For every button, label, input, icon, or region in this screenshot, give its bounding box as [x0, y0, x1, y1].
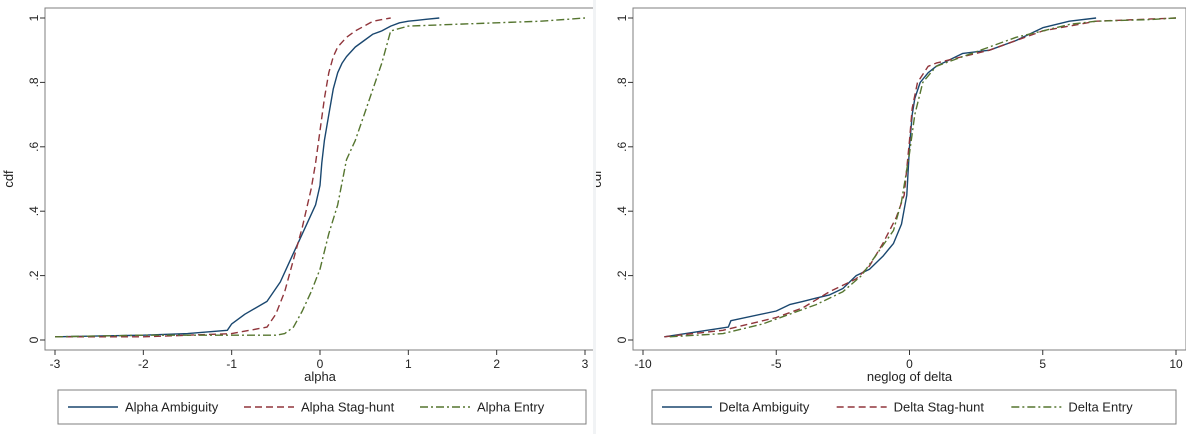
- x-tick-label: 2: [493, 357, 500, 371]
- y-tick-label: .2: [27, 270, 41, 280]
- x-tick-label: 3: [582, 357, 589, 371]
- y-tick-label: .8: [615, 77, 629, 87]
- legend-box: [57, 389, 587, 425]
- y-tick-label: .6: [615, 141, 629, 151]
- legend-label: Delta Ambiguity: [719, 399, 810, 414]
- series-line-delta-ambiguity: [664, 17, 1097, 338]
- y-axis-title: cdf: [596, 170, 604, 188]
- chart-panel-alpha: -3 -2 -1 0 1 2 3 0 .2 .4 .6 .8 1 alpha cdf Alpha Ambigu…: [0, 0, 596, 434]
- y-tick-label: .2: [615, 270, 629, 280]
- x-tick-label: 1: [405, 357, 412, 371]
- y-tick-label: .4: [615, 206, 629, 216]
- x-axis-title: alpha: [304, 369, 337, 384]
- legend-label: Alpha Stag-hunt: [301, 399, 395, 414]
- series-line-delta-entry: [669, 17, 1177, 338]
- plot-area-frame: [632, 7, 1186, 351]
- chart-panel-delta: -10 -5 0 5 10 0 .2 .4 .6 .8 1 neglog of delta cdf Del…: [589, 0, 1186, 434]
- series-line-alpha-ambiguity: [54, 17, 440, 338]
- x-tick-label: -1: [226, 357, 237, 371]
- y-tick-label: .6: [27, 141, 41, 151]
- series-line-alpha-stag-hunt: [55, 17, 391, 338]
- chart-alpha-cdf: -3 -2 -1 0 1 2 3 0 .2 .4 .6 .8 1 alpha cdf Alpha Ambigu…: [1, 7, 596, 425]
- panel-divider: [593, 0, 596, 434]
- x-tick-label: 0: [317, 357, 324, 371]
- y-tick-label: 1: [27, 14, 41, 21]
- x-tick-label: -2: [138, 357, 149, 371]
- x-tick-label: 0: [906, 357, 913, 371]
- y-tick-label: .4: [27, 206, 41, 216]
- x-tick-label: -5: [771, 357, 782, 371]
- x-axis-title: neglog of delta: [867, 369, 953, 384]
- y-axis-title: cdf: [1, 170, 16, 188]
- y-tick-label: 1: [615, 14, 629, 21]
- series-line-alpha-entry: [54, 17, 586, 338]
- x-tick-label: -10: [634, 357, 652, 371]
- legend-label: Alpha Entry: [477, 399, 545, 414]
- x-tick-label: 10: [1169, 357, 1183, 371]
- legend-label: Delta Stag-hunt: [894, 399, 985, 414]
- legend-label: Alpha Ambiguity: [125, 399, 219, 414]
- legend-label: Delta Entry: [1068, 399, 1133, 414]
- x-tick-label: -3: [50, 357, 61, 371]
- x-tick-label: 5: [1039, 357, 1046, 371]
- chart-delta-cdf: -10 -5 0 5 10 0 .2 .4 .6 .8 1 neglog of delta cdf Del…: [589, 7, 1186, 425]
- series-line-delta-stag-hunt: [664, 17, 1177, 338]
- y-tick-label: .8: [27, 77, 41, 87]
- y-tick-label: 0: [27, 336, 41, 343]
- y-tick-label: 0: [615, 336, 629, 343]
- legend-box: [651, 389, 1177, 425]
- plot-area-frame: [44, 7, 596, 351]
